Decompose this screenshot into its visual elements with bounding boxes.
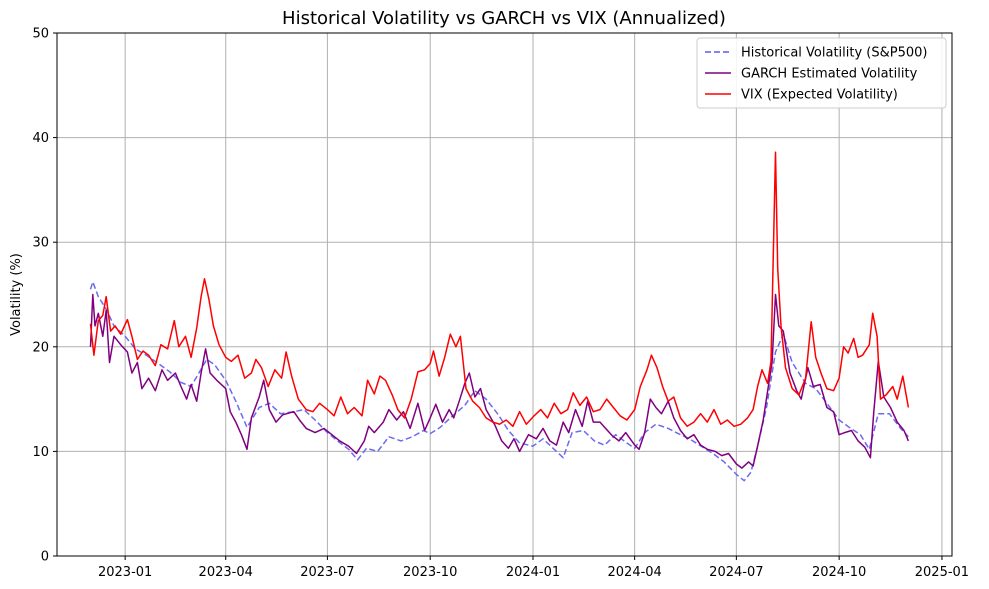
y-tick-label: 10	[32, 445, 49, 460]
y-tick-label: 50	[32, 27, 49, 42]
x-tick-label: 2024-10	[812, 565, 866, 580]
series-lines	[89, 151, 910, 482]
y-tick-label: 20	[32, 340, 49, 355]
x-tick-label: 2023-10	[403, 565, 457, 580]
x-tick-label: 2023-01	[98, 565, 152, 580]
x-tick-label: 2025-01	[915, 565, 969, 580]
legend-label: Historical Volatility (S&P500)	[741, 46, 927, 61]
x-tick-label: 2024-01	[506, 565, 560, 580]
axis-ticks: 0 10 20 30 40 50 2023-01 2023-04 2023-07 2023-10 2…	[32, 27, 969, 581]
x-tick-label: 2023-07	[300, 565, 354, 580]
series-line-3	[89, 151, 910, 428]
legend-box	[696, 37, 947, 109]
y-tick-label: 0	[41, 550, 49, 565]
legend-label: GARCH Estimated Volatility	[741, 67, 918, 82]
x-tick-label: 2023-04	[199, 565, 253, 580]
x-tick-label: 2024-07	[709, 565, 763, 580]
y-axis-label: Volatility (%)	[9, 253, 24, 336]
legend-label: VIX (Expected Volatility)	[741, 88, 898, 103]
legend: Historical Volatility (S&P500) GARCH Esti…	[696, 37, 947, 109]
x-tick-label: 2024-04	[608, 565, 662, 580]
series-line-1	[89, 281, 909, 482]
grid	[57, 32, 952, 557]
y-tick-label: 30	[32, 236, 49, 251]
chart-title: Historical Volatility vs GARCH vs VIX (A…	[282, 8, 726, 29]
series-line-2	[89, 293, 910, 469]
plot-frame	[56, 32, 953, 557]
y-tick-label: 40	[32, 131, 49, 146]
